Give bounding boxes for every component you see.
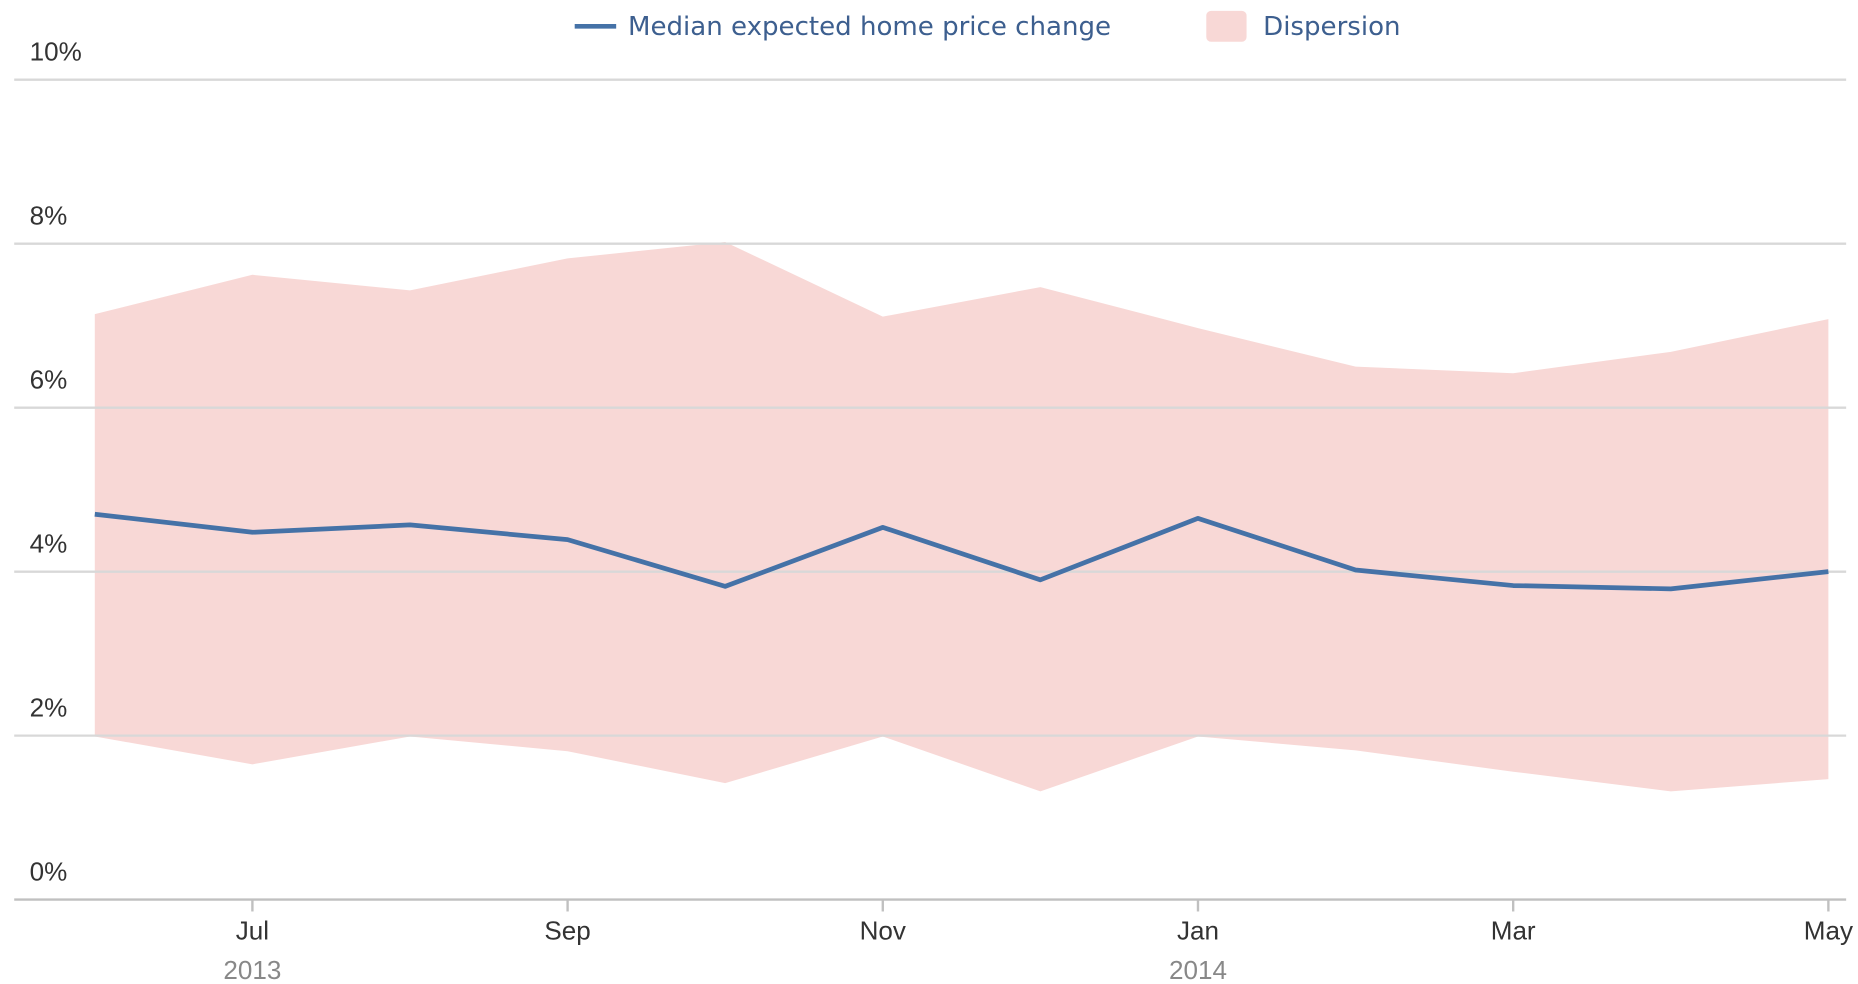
legend-swatch bbox=[1206, 10, 1247, 42]
median-line bbox=[94, 511, 1829, 592]
y-tick-label: 8% bbox=[30, 200, 68, 230]
x-tick-label: Jul bbox=[236, 916, 269, 946]
y-tick-label: 6% bbox=[30, 364, 68, 394]
y-tick-label: 0% bbox=[30, 856, 68, 886]
legend-label: Median expected home price change bbox=[628, 12, 1111, 42]
x-group-label: 2014 bbox=[1169, 955, 1227, 984]
y-tick-label: 10% bbox=[30, 36, 82, 66]
line-layer bbox=[94, 511, 1829, 592]
grid-layer bbox=[14, 78, 1847, 912]
x-group-label: 2013 bbox=[223, 955, 281, 984]
y-tick-label: 4% bbox=[30, 528, 68, 558]
x-tick-label: Mar bbox=[1491, 916, 1536, 946]
x-tick-label: May bbox=[1804, 916, 1853, 946]
x-tick-label: Jan bbox=[1177, 916, 1219, 946]
y-tick-label: 2% bbox=[30, 692, 68, 722]
label-layer: 0% 2% 4% 6% 8% 10% Jul Sep Nov Jan Mar May 2013 2014 M… bbox=[30, 10, 1853, 984]
x-tick-label: Nov bbox=[860, 916, 906, 946]
legend-label: Dispersion bbox=[1263, 12, 1400, 42]
band-layer bbox=[94, 241, 1829, 792]
x-tick-label: Sep bbox=[544, 916, 590, 946]
dispersion-band bbox=[94, 241, 1829, 792]
